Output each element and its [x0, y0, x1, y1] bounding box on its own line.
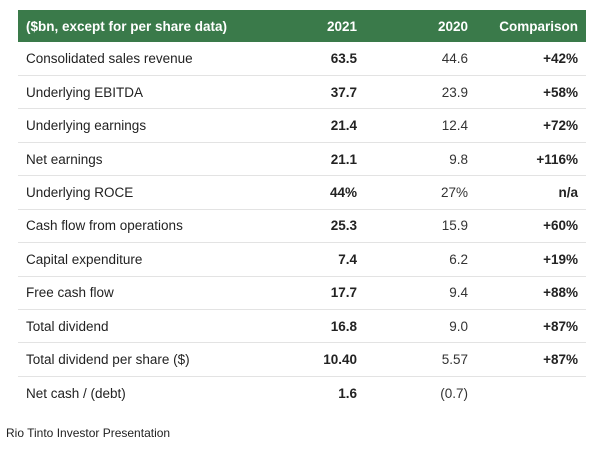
header-2020-column: 2020 — [437, 18, 468, 34]
value-2021: 25.3 — [330, 218, 357, 234]
row-label: Total dividend per share ($) — [26, 352, 190, 368]
value-comparison: +87% — [543, 352, 578, 368]
financial-summary-table-container: ($bn, except for per share data) 2021 20… — [18, 10, 586, 410]
header-label-column: ($bn, except for per share data) — [26, 18, 228, 34]
value-comparison — [484, 376, 586, 409]
value-2021: 10.40 — [323, 352, 357, 368]
table-row: Consolidated sales revenue 63.5 44.6 +42… — [18, 42, 586, 76]
value-2020: 6.2 — [449, 251, 468, 267]
value-comparison: +42% — [543, 50, 578, 66]
value-2020: 9.0 — [449, 318, 468, 334]
value-2021: 17.7 — [330, 285, 357, 301]
row-label: Free cash flow — [26, 285, 114, 301]
value-comparison: +19% — [543, 251, 578, 267]
value-comparison: +58% — [543, 84, 578, 100]
table-row: Cash flow from operations 25.3 15.9 +60% — [18, 209, 586, 243]
value-2020: 5.57 — [441, 352, 468, 368]
value-2020: 9.4 — [449, 285, 468, 301]
value-comparison: n/a — [558, 184, 578, 200]
table-row: Capital expenditure 7.4 6.2 +19% — [18, 243, 586, 277]
row-label: Underlying EBITDA — [26, 84, 144, 100]
source-caption: Rio Tinto Investor Presentation — [6, 426, 171, 440]
row-label: Net cash / (debt) — [26, 385, 126, 401]
value-2021: 1.6 — [338, 385, 357, 401]
header-2021-column: 2021 — [326, 18, 357, 34]
table-row: Net earnings 21.1 9.8 +116% — [18, 142, 586, 176]
value-2021: 21.4 — [330, 118, 357, 134]
table-row: Total dividend 16.8 9.0 +87% — [18, 310, 586, 343]
row-label: Net earnings — [26, 151, 103, 167]
value-2020: (0.7) — [440, 385, 468, 401]
financial-summary-table: ($bn, except for per share data) 2021 20… — [18, 10, 586, 410]
value-comparison: +72% — [543, 118, 578, 134]
value-2021: 63.5 — [330, 50, 357, 66]
value-2020: 27% — [440, 184, 468, 200]
value-2020: 44.6 — [441, 50, 468, 66]
value-2021: 37.7 — [330, 84, 357, 100]
row-label: Underlying earnings — [26, 118, 147, 134]
value-comparison: +88% — [543, 285, 578, 301]
row-label: Consolidated sales revenue — [26, 50, 193, 66]
row-label: Capital expenditure — [26, 251, 143, 267]
row-label: Cash flow from operations — [26, 218, 183, 234]
value-2020: 23.9 — [441, 84, 468, 100]
value-comparison: +60% — [543, 218, 578, 234]
value-2021: 7.4 — [338, 251, 357, 267]
row-label: Total dividend — [26, 318, 109, 334]
table-row: Underlying earnings 21.4 12.4 +72% — [18, 109, 586, 143]
value-comparison: +87% — [543, 318, 578, 334]
table-body: Consolidated sales revenue 63.5 44.6 +42… — [18, 42, 586, 410]
table-row: Underlying ROCE 44% 27% n/a — [18, 176, 586, 210]
value-2021: 44% — [329, 184, 357, 200]
value-2020: 9.8 — [449, 151, 468, 167]
value-comparison: +116% — [536, 151, 578, 167]
table-row: Net cash / (debt) 1.6 (0.7) — [18, 376, 586, 409]
table-header-row: ($bn, except for per share data) 2021 20… — [18, 10, 586, 42]
value-2021: 21.1 — [330, 151, 357, 167]
table-row: Underlying EBITDA 37.7 23.9 +58% — [18, 75, 586, 109]
value-2020: 15.9 — [441, 218, 468, 234]
value-2020: 12.4 — [441, 118, 468, 134]
row-label: Underlying ROCE — [26, 184, 134, 200]
table-row: Free cash flow 17.7 9.4 +88% — [18, 276, 586, 310]
value-2021: 16.8 — [330, 318, 357, 334]
table-row: Total dividend per share ($) 10.40 5.57 … — [18, 343, 586, 377]
header-comparison-column: Comparison — [499, 18, 578, 34]
